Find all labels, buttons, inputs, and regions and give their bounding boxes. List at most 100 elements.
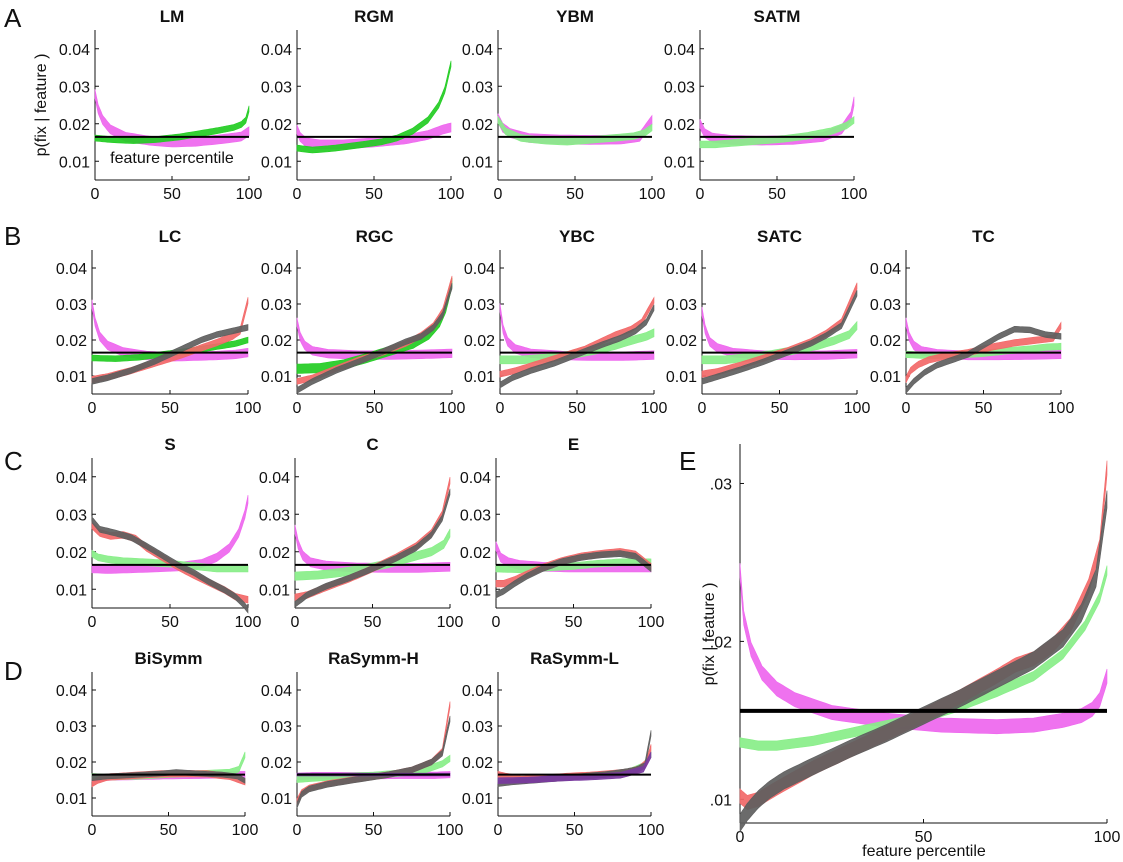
series-gray-band — [739, 490, 1108, 833]
chart-title: RaSymm-L — [530, 649, 619, 668]
x-axis-label-a: feature percentile — [110, 150, 234, 167]
y-tick-label: 0.02 — [259, 545, 290, 562]
y-tick-label: 0.04 — [59, 42, 90, 59]
y-tick-label: 0.01 — [462, 791, 493, 808]
y-tick-label: 0.01 — [56, 582, 87, 599]
y-axis-label-a: p(fix | feature ) — [33, 54, 50, 157]
x-tick-label: 50 — [163, 186, 181, 203]
chart-title: LM — [160, 7, 185, 26]
y-tick-label: 0.01 — [664, 154, 695, 171]
series-green-band — [296, 60, 452, 154]
chart-title: SATM — [754, 7, 801, 26]
x-tick-label: 50 — [364, 614, 382, 631]
chart-title: C — [366, 435, 378, 454]
x-tick-label: 100 — [437, 614, 464, 631]
x-tick-label: 50 — [366, 400, 384, 417]
chart-title: RGM — [354, 7, 394, 26]
x-tick-label: 100 — [236, 186, 263, 203]
panel-letter-b: B — [4, 221, 21, 251]
chart-title: TC — [972, 227, 995, 246]
y-tick-label: 0.03 — [870, 297, 901, 314]
series-magenta-band — [91, 299, 249, 362]
chart-s: 0.01 0.02 0.03 0.04 0 50 100 S — [56, 435, 262, 631]
y-tick-label: 0.04 — [460, 470, 491, 487]
chart-title: BiSymm — [134, 649, 202, 668]
x-tick-label: 50 — [565, 614, 583, 631]
chart-bisymm: 0.01 0.02 0.03 0.04 0 50 100 BiSymm — [56, 649, 259, 839]
x-tick-label: 0 — [88, 614, 97, 631]
chart-title: RGC — [356, 227, 394, 246]
x-tick-label: 100 — [639, 186, 666, 203]
chart-title: LC — [159, 227, 182, 246]
series-gray-band — [701, 290, 858, 385]
x-tick-label: 0 — [496, 400, 505, 417]
series-purple-band — [497, 751, 652, 784]
y-tick-label: 0.03 — [460, 507, 491, 524]
x-tick-label: 100 — [641, 400, 668, 417]
series-red-band — [739, 460, 1108, 810]
y-tick-label: 0.03 — [56, 507, 87, 524]
y-tick-label: 0.03 — [261, 719, 292, 736]
x-tick-label: 50 — [160, 822, 178, 839]
series-gray-band — [495, 550, 652, 599]
y-tick-label: 0.02 — [59, 117, 90, 134]
x-tick-label: 0 — [293, 186, 302, 203]
series-red-band — [905, 321, 1062, 383]
x-tick-label: 0 — [494, 822, 503, 839]
y-tick-label: 0.04 — [462, 42, 493, 59]
x-tick-label: 100 — [437, 822, 464, 839]
y-tick-label: 0.02 — [56, 755, 87, 772]
chart-rgc: 0.01 0.02 0.03 0.04 0 50 100 RGC — [261, 227, 466, 417]
y-tick-label: 0.02 — [460, 545, 491, 562]
series-magenta-band — [701, 306, 858, 361]
x-tick-label: 0 — [696, 186, 705, 203]
y-tick-label: 0.02 — [666, 333, 697, 350]
chart-rasymm-h: 0.01 0.02 0.03 0.04 0 50 100 RaSymm-H — [261, 649, 464, 839]
x-tick-label: 100 — [638, 822, 665, 839]
x-tick-label: 0 — [736, 829, 745, 846]
x-tick-label: 100 — [1048, 400, 1075, 417]
chart-title: S — [164, 435, 175, 454]
y-tick-label: 0.03 — [666, 297, 697, 314]
x-tick-label: 0 — [88, 400, 97, 417]
y-tick-label: 0.02 — [261, 755, 292, 772]
series-gray-band — [294, 488, 451, 608]
panel-letter-a: A — [4, 3, 22, 33]
y-tick-label: 0.02 — [261, 333, 292, 350]
y-tick-label: 0.02 — [462, 117, 493, 134]
chart-summary: .01 .02 .03 0 50 100 — [710, 444, 1120, 846]
y-tick-label: 0.02 — [664, 117, 695, 134]
y-tick-label: 0.01 — [666, 369, 697, 386]
series-gray-band — [296, 715, 451, 809]
y-tick-label: 0.02 — [870, 333, 901, 350]
y-tick-label: 0.01 — [464, 369, 495, 386]
x-tick-label: 50 — [768, 186, 786, 203]
chart-rasymm-l: 0.01 0.02 0.03 0.04 0 50 100 RaSymm-L — [462, 649, 665, 839]
y-tick-label: .01 — [710, 792, 732, 809]
y-tick-label: 0.03 — [462, 79, 493, 96]
series-magenta-band — [739, 563, 1108, 735]
panel-letter-c: C — [4, 446, 23, 476]
y-tick-label: 0.01 — [56, 791, 87, 808]
chart-title: YBC — [559, 227, 595, 246]
y-tick-label: 0.01 — [261, 154, 292, 171]
y-tick-label: 0.04 — [870, 261, 901, 278]
chart-lc: 0.01 0.02 0.03 0.04 0 50 100 LC — [56, 227, 262, 417]
chart-rgm: 0.01 0.02 0.03 0.04 0 50 100 RGM — [261, 7, 465, 203]
panel-letter-e: E — [679, 446, 696, 476]
series-gray-band — [91, 769, 246, 784]
y-tick-label: 0.02 — [56, 545, 87, 562]
y-tick-label: 0.03 — [664, 79, 695, 96]
series-gray-band — [905, 325, 1062, 395]
y-tick-label: 0.04 — [261, 683, 292, 700]
chart-c: 0.01 0.02 0.03 0.04 0 50 100 C — [259, 435, 464, 631]
series-green-band — [296, 277, 453, 374]
x-tick-label: 100 — [439, 400, 466, 417]
chart-e: 0.01 0.02 0.03 0.04 0 50 100 E — [460, 435, 665, 631]
x-tick-label: 0 — [291, 614, 300, 631]
y-tick-label: 0.04 — [56, 470, 87, 487]
y-tick-label: 0.02 — [56, 333, 87, 350]
y-axis-label-e: p(fix | feature ) — [701, 583, 718, 686]
x-tick-label: 50 — [566, 186, 584, 203]
y-tick-label: 0.04 — [464, 261, 495, 278]
